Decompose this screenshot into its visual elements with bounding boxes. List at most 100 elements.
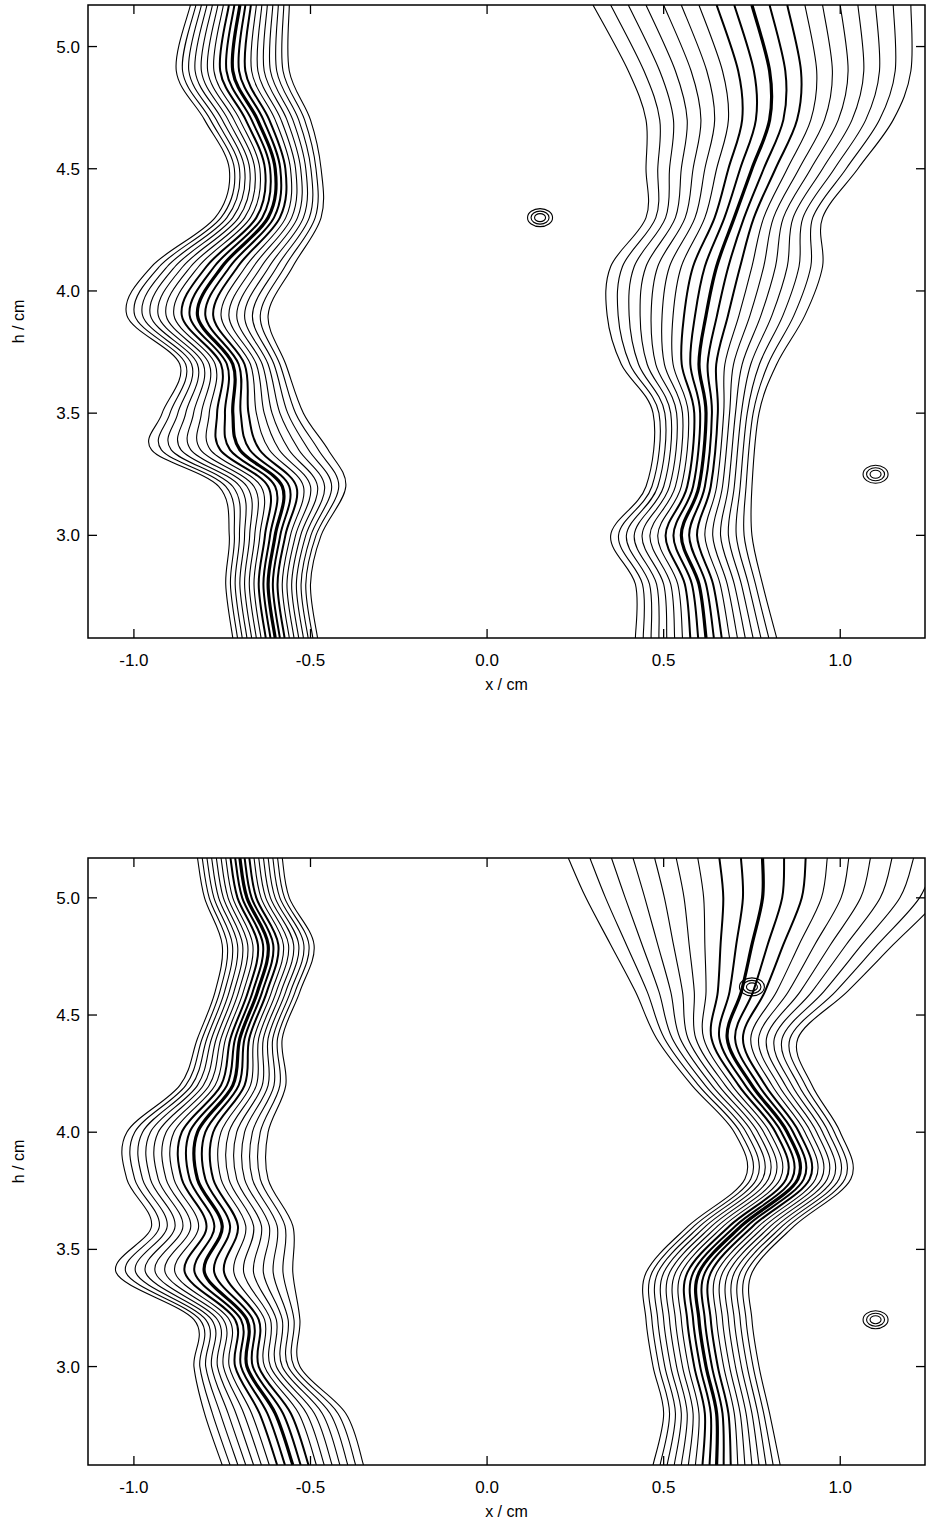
y-tick-label: 5.0 <box>56 889 80 908</box>
x-tick <box>486 5 487 14</box>
y-tick <box>88 46 97 47</box>
contour-line <box>134 5 339 638</box>
y-tick <box>916 535 925 536</box>
panel: -1.0-0.50.00.51.03.03.54.04.55.0x / cmh … <box>10 858 929 1520</box>
contour-island <box>535 214 546 222</box>
contour-line <box>182 5 298 638</box>
contour-line <box>158 5 318 638</box>
contour-line <box>166 5 311 638</box>
contour-line <box>115 858 363 1465</box>
y-tick <box>916 1014 925 1015</box>
x-tick <box>663 629 664 638</box>
y-tick-label: 4.5 <box>56 1006 80 1025</box>
x-tick <box>840 629 841 638</box>
y-tick <box>88 290 97 291</box>
ridge-core <box>197 5 284 638</box>
x-tick <box>133 858 134 867</box>
y-tick <box>88 1366 97 1367</box>
contour-line <box>634 5 864 638</box>
y-tick <box>916 413 925 414</box>
y-tick <box>88 535 97 536</box>
y-tick-label: 4.0 <box>56 1123 80 1142</box>
contour-island <box>863 465 888 483</box>
x-tick <box>840 858 841 867</box>
contour-line <box>684 858 812 1465</box>
x-tick <box>133 1456 134 1465</box>
y-tick <box>916 290 925 291</box>
y-tick-label: 4.5 <box>56 160 80 179</box>
y-tick <box>916 897 925 898</box>
contour-island <box>739 978 764 996</box>
contour-line <box>568 858 925 1465</box>
x-axis-title: x / cm <box>485 676 528 693</box>
contour-line <box>170 858 317 1465</box>
x-tick <box>133 5 134 14</box>
x-tick-label: 0.5 <box>652 651 676 670</box>
y-tick-label: 4.0 <box>56 282 80 301</box>
plot-frame <box>88 858 925 1465</box>
x-tick-label: -0.5 <box>296 651 325 670</box>
plot-area <box>115 858 925 1465</box>
y-tick <box>88 1132 97 1133</box>
contour-line <box>593 5 912 638</box>
x-axis-title: x / cm <box>485 1503 528 1520</box>
x-tick <box>486 629 487 638</box>
contour-island <box>870 1316 881 1324</box>
contour-island <box>870 470 881 478</box>
y-tick-label: 5.0 <box>56 38 80 57</box>
x-tick-label: 0.0 <box>475 1478 499 1497</box>
x-tick <box>663 1456 664 1465</box>
contour-line <box>186 858 301 1465</box>
y-tick-label: 3.0 <box>56 526 80 545</box>
ridge-core <box>681 5 771 638</box>
y-tick <box>88 168 97 169</box>
y-tick <box>916 1366 925 1367</box>
y-tick-label: 3.5 <box>56 404 80 423</box>
contour-island <box>743 980 761 993</box>
x-tick <box>310 858 311 867</box>
contour-line <box>125 858 355 1465</box>
x-tick-label: 0.0 <box>475 651 499 670</box>
contour-line <box>672 858 849 1465</box>
x-tick <box>310 5 311 14</box>
figure: -1.0 -0.5 0.0 0.5 1.0 3.0 3.5 4.0 4.5 5.0 x / cm h … <box>0 0 929 1528</box>
plot-area <box>126 5 912 638</box>
contour-island <box>867 1313 885 1326</box>
contour-island <box>531 211 549 224</box>
contour-line <box>174 5 304 638</box>
contour-line <box>666 5 802 638</box>
y-tick <box>88 1014 97 1015</box>
y-tick <box>88 897 97 898</box>
y-tick <box>916 1132 925 1133</box>
x-tick-label: 1.0 <box>828 1478 852 1497</box>
contour-line <box>678 858 827 1465</box>
x-tick <box>663 5 664 14</box>
y-axis-title: h / cm <box>10 300 27 344</box>
contour-line <box>655 858 871 1465</box>
plot-frame <box>88 5 925 638</box>
contour-line <box>611 858 913 1465</box>
y-tick <box>88 413 97 414</box>
y-tick <box>916 168 925 169</box>
y-tick-label: 3.5 <box>56 1240 80 1259</box>
x-tick-label: -0.5 <box>296 1478 325 1497</box>
contour-line <box>658 5 817 638</box>
contour-island <box>867 468 885 481</box>
y-tick <box>916 1249 925 1250</box>
contour-line <box>673 5 786 638</box>
x-tick-label: 0.5 <box>652 1478 676 1497</box>
contour-island <box>746 983 757 991</box>
contour-line <box>154 858 332 1465</box>
panel: -1.0-0.50.00.51.03.03.54.04.55.0x / cmh … <box>10 5 925 693</box>
contour-line <box>611 5 896 638</box>
y-tick <box>916 46 925 47</box>
contour-line <box>162 858 324 1465</box>
x-tick-label: -1.0 <box>119 1478 148 1497</box>
y-axis-title: h / cm <box>10 1140 27 1184</box>
contour-line <box>150 5 325 638</box>
contour-line <box>178 858 309 1465</box>
x-tick <box>840 1456 841 1465</box>
x-tick-label: -1.0 <box>119 651 148 670</box>
contour-line <box>590 858 925 1465</box>
x-tick <box>486 858 487 867</box>
